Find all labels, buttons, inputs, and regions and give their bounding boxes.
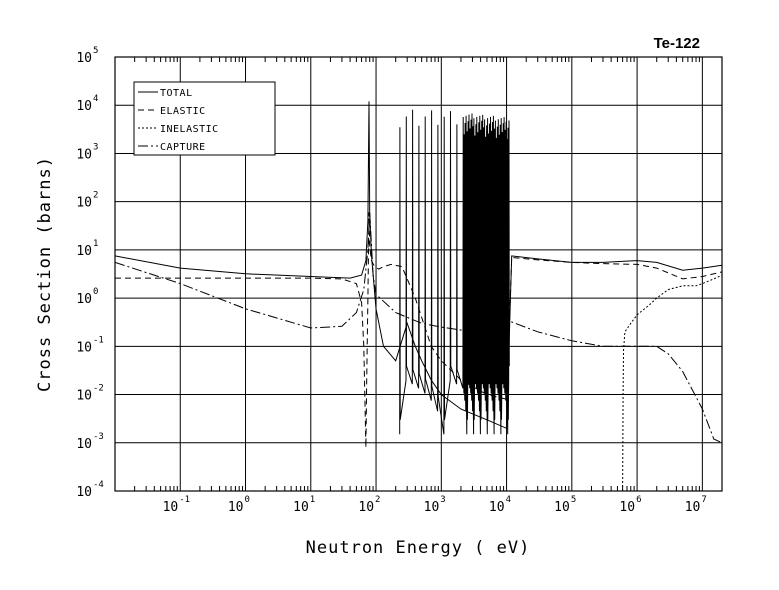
y-tick-label: 10 5 bbox=[76, 46, 98, 66]
series-group bbox=[115, 101, 722, 491]
svg-text:7: 7 bbox=[701, 495, 706, 505]
y-axis-title: Cross Section (barns) bbox=[35, 156, 55, 392]
x-axis-title: Neutron Energy ( eV) bbox=[306, 538, 531, 558]
svg-text:10: 10 bbox=[685, 500, 701, 515]
x-axis-ticks: 10 -1 10 0 10 1 10 2 10 3 10 4 10 5 10 6 10 7 bbox=[163, 495, 707, 515]
svg-text:5: 5 bbox=[571, 495, 576, 505]
plot-frame bbox=[114, 56, 723, 492]
resonance-region bbox=[399, 109, 510, 435]
svg-text:10: 10 bbox=[76, 389, 92, 404]
y-tick-label: 10 2 bbox=[76, 191, 98, 211]
svg-text:10: 10 bbox=[76, 99, 92, 114]
svg-text:10: 10 bbox=[358, 500, 374, 515]
chart-title: Te-122 bbox=[654, 35, 700, 52]
x-tick-label: 10 2 bbox=[358, 495, 380, 515]
svg-text:6: 6 bbox=[636, 495, 641, 505]
legend-label: CAPTURE bbox=[160, 142, 206, 153]
svg-text:1: 1 bbox=[93, 239, 98, 249]
legend-label: TOTAL bbox=[160, 88, 193, 99]
svg-text:-2: -2 bbox=[93, 384, 104, 394]
svg-text:2: 2 bbox=[375, 495, 380, 505]
svg-text:10: 10 bbox=[424, 500, 440, 515]
svg-text:10: 10 bbox=[554, 500, 570, 515]
legend-item: CAPTURE bbox=[138, 142, 206, 153]
svg-text:0: 0 bbox=[245, 495, 250, 505]
svg-text:10: 10 bbox=[228, 500, 244, 515]
svg-text:1: 1 bbox=[310, 495, 315, 505]
svg-text:3: 3 bbox=[93, 142, 98, 152]
svg-text:-1: -1 bbox=[179, 495, 190, 505]
legend-item: TOTAL bbox=[138, 88, 193, 99]
series-line-capture bbox=[115, 212, 722, 444]
x-tick-label: 10 1 bbox=[293, 495, 315, 515]
x-tick-label: 10 5 bbox=[554, 495, 576, 515]
svg-text:5: 5 bbox=[93, 46, 98, 56]
svg-text:10: 10 bbox=[293, 500, 309, 515]
svg-text:-1: -1 bbox=[93, 335, 104, 345]
series-line-elastic bbox=[115, 212, 722, 448]
svg-text:10: 10 bbox=[489, 500, 505, 515]
total-resonance-line bbox=[399, 109, 510, 435]
svg-text:10: 10 bbox=[76, 196, 92, 211]
svg-text:-3: -3 bbox=[93, 432, 104, 442]
x-tick-label: 10 6 bbox=[619, 495, 641, 515]
y-tick-label: 10 3 bbox=[76, 142, 98, 162]
series-line-total bbox=[115, 101, 722, 430]
y-tick-label: 10 -2 bbox=[76, 384, 104, 404]
series-line-inelastic bbox=[622, 274, 722, 491]
y-tick-label: 10 0 bbox=[76, 287, 98, 307]
legend: TOTAL ELASTIC INELASTIC CAPTURE bbox=[133, 81, 276, 156]
legend-item: ELASTIC bbox=[138, 106, 206, 117]
svg-text:10: 10 bbox=[76, 244, 92, 259]
svg-text:2: 2 bbox=[93, 191, 98, 201]
svg-text:10: 10 bbox=[619, 500, 635, 515]
y-tick-label: 10 -1 bbox=[76, 335, 104, 355]
legend-label: INELASTIC bbox=[160, 124, 219, 135]
svg-text:4: 4 bbox=[93, 94, 98, 104]
svg-text:3: 3 bbox=[440, 495, 445, 505]
x-tick-label: 10 4 bbox=[489, 495, 511, 515]
x-tick-label: 10 0 bbox=[228, 495, 250, 515]
svg-text:10: 10 bbox=[163, 500, 179, 515]
svg-text:4: 4 bbox=[506, 495, 511, 505]
legend-label: ELASTIC bbox=[160, 106, 206, 117]
legend-box bbox=[133, 81, 276, 156]
svg-text:10: 10 bbox=[76, 147, 92, 162]
x-tick-label: 10 7 bbox=[685, 495, 707, 515]
x-tick-label: 10 3 bbox=[424, 495, 446, 515]
svg-text:10: 10 bbox=[76, 485, 92, 500]
y-tick-label: 10 -4 bbox=[76, 480, 104, 500]
svg-text:10: 10 bbox=[76, 292, 92, 307]
x-tick-label: 10 -1 bbox=[163, 495, 191, 515]
svg-text:10: 10 bbox=[76, 340, 92, 355]
y-tick-label: 10 -3 bbox=[76, 432, 104, 452]
svg-text:0: 0 bbox=[93, 287, 98, 297]
legend-item: INELASTIC bbox=[138, 124, 219, 135]
y-tick-label: 10 4 bbox=[76, 94, 98, 114]
y-tick-label: 10 1 bbox=[76, 239, 98, 259]
svg-text:10: 10 bbox=[76, 51, 92, 66]
svg-text:10: 10 bbox=[76, 437, 92, 452]
svg-text:-4: -4 bbox=[93, 480, 104, 490]
